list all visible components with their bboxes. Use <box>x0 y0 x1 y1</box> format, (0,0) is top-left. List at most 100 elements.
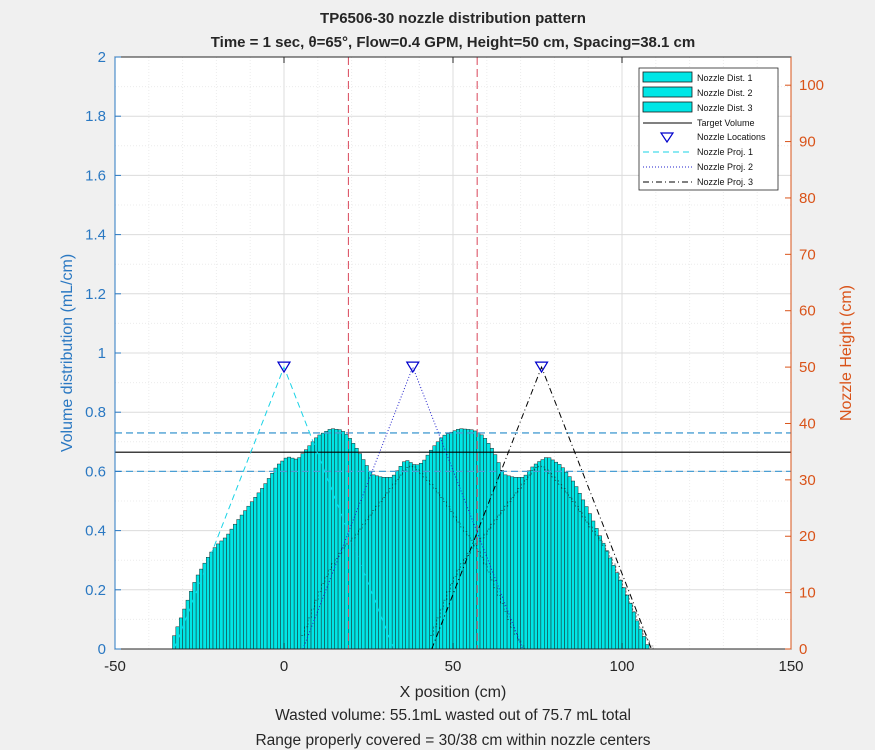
distribution-bar <box>604 550 609 650</box>
distribution-bar <box>628 602 633 650</box>
distribution-bar <box>601 542 606 650</box>
distribution-bar <box>344 434 349 650</box>
distribution-bar <box>263 483 268 650</box>
x-axis-label: X position (cm) <box>400 684 507 701</box>
distribution-bar <box>415 464 420 650</box>
distribution-bar <box>560 467 565 650</box>
distribution-bar <box>486 443 491 650</box>
legend-swatch <box>642 71 693 83</box>
distribution-bar <box>395 470 400 650</box>
distribution-bar <box>260 488 264 650</box>
y-tick-label: 0.6 <box>85 463 106 480</box>
distribution-bar <box>331 428 335 650</box>
distribution-bar <box>388 477 393 650</box>
y-tick-label: 1.6 <box>85 167 106 184</box>
distribution-bar <box>425 454 430 650</box>
x-tick-label: 0 <box>280 658 288 675</box>
distribution-bar <box>283 457 288 650</box>
distribution-bar <box>297 457 302 650</box>
nozzle-location-marker <box>534 361 549 374</box>
distribution-bar <box>557 464 562 650</box>
x-tick-label: -50 <box>104 658 126 675</box>
distribution-bar <box>206 557 210 650</box>
distribution-bar <box>209 551 214 650</box>
distribution-bar <box>618 579 623 650</box>
distribution-bar <box>446 433 450 650</box>
distribution-bar <box>547 457 552 650</box>
y-tick-label: 1 <box>98 345 106 362</box>
legend: Nozzle Dist. 1 Nozzle Dist. 2 Nozzle Dis… <box>638 67 779 191</box>
nozzle-dist-outline <box>430 465 657 650</box>
distribution-bar <box>493 454 498 650</box>
legend-item-dist3: Nozzle Dist. 3 <box>642 101 753 113</box>
distribution-bar <box>371 474 376 650</box>
distribution-bar <box>202 562 207 650</box>
y2-tick-label: 100 <box>799 77 824 94</box>
legend-label: Target Volume <box>697 118 755 128</box>
distribution-bar <box>334 428 339 650</box>
nozzle-projection-3 <box>431 365 652 650</box>
distribution-bar <box>381 477 386 650</box>
distribution-bar <box>293 458 298 650</box>
distribution-bar <box>466 429 471 650</box>
distribution-bar <box>554 461 559 650</box>
distribution-bar <box>625 594 629 650</box>
caption-range-covered: Range properly covered = 30/38 cm within… <box>255 732 650 749</box>
distribution-bar <box>249 501 254 650</box>
nozzle-projection-1 <box>173 365 395 650</box>
y2-tick-label: 80 <box>799 190 816 207</box>
distribution-bar <box>222 537 227 650</box>
y-tick-label: 0.4 <box>85 523 106 540</box>
legend-item-proj2: Nozzle Proj. 2 <box>643 162 753 172</box>
distribution-bar <box>635 620 640 650</box>
distribution-bar <box>611 565 616 650</box>
y2-tick-label: 90 <box>799 134 816 151</box>
distribution-bar <box>402 461 406 650</box>
distribution-bar <box>246 505 251 650</box>
distribution-bar <box>540 459 545 650</box>
distribution-bar <box>631 611 636 650</box>
y2-tick-label: 70 <box>799 246 816 263</box>
distribution-bar <box>304 449 308 650</box>
distribution-bar <box>520 477 525 650</box>
distribution-bar <box>574 486 579 650</box>
triangle-marker-icon <box>659 132 675 144</box>
legend-label: Nozzle Proj. 1 <box>697 147 753 157</box>
distribution-bar <box>307 445 312 650</box>
legend-label: Nozzle Dist. 2 <box>697 88 753 98</box>
x-tick-label: 150 <box>778 658 803 675</box>
distribution-bar <box>571 480 575 650</box>
distribution-bar <box>239 514 244 650</box>
distribution-bar <box>408 462 413 650</box>
distribution-bar <box>364 465 369 650</box>
distribution-bar <box>405 460 410 650</box>
distribution-bar <box>256 492 261 650</box>
nozzle-projection-2 <box>302 365 524 650</box>
legend-label: Nozzle Proj. 2 <box>697 162 753 172</box>
distribution-bar <box>564 471 569 650</box>
y2-axis-label: Nozzle Height (cm) <box>838 285 855 421</box>
legend-swatch <box>642 86 693 98</box>
distribution-bar <box>358 453 362 650</box>
distribution-bar <box>422 459 427 650</box>
distribution-bar <box>429 449 433 650</box>
distribution-bar <box>290 457 295 650</box>
y-tick-label: 2 <box>98 49 106 66</box>
y-axis-left: 0 0.2 0.4 0.6 0.8 1 1.2 1.4 1.6 1.8 2 <box>85 49 121 658</box>
distribution-bar <box>523 474 528 650</box>
distribution-bar <box>432 445 437 650</box>
distribution-bar <box>178 617 183 650</box>
legend-item-dist1: Nozzle Dist. 1 <box>642 71 753 83</box>
distribution-bar <box>489 447 494 650</box>
distribution-bar <box>473 430 477 650</box>
legend-swatch <box>642 101 693 113</box>
distribution-bar <box>452 430 457 650</box>
y2-tick-label: 10 <box>799 585 816 602</box>
legend-item-target: Target Volume <box>643 118 755 128</box>
distribution-bar <box>375 475 379 650</box>
distribution-bar <box>280 460 285 650</box>
y-tick-label: 0 <box>98 641 106 658</box>
distribution-bar <box>277 463 281 650</box>
distribution-bar <box>320 432 325 650</box>
